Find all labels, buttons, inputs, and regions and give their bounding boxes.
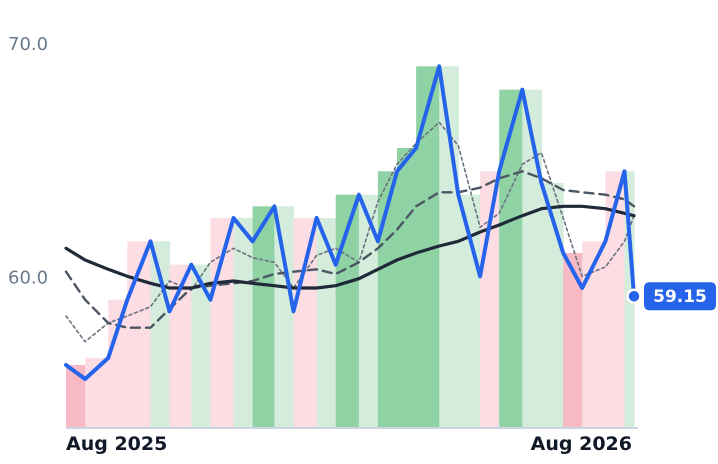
range-band (397, 148, 417, 428)
range-band (316, 218, 337, 428)
price-point (168, 309, 171, 313)
price-point (292, 309, 295, 313)
price-point (106, 356, 110, 360)
price-point (414, 146, 418, 150)
range-band (233, 218, 254, 428)
price-point (623, 169, 626, 173)
range-band (522, 89, 542, 428)
price-point (539, 181, 543, 185)
price-point (334, 263, 338, 267)
price-point (478, 274, 482, 278)
range-band (293, 218, 318, 428)
price-point (83, 377, 87, 381)
price-point (315, 216, 319, 220)
price-point (208, 298, 212, 302)
price-point (272, 204, 276, 208)
price-point (561, 251, 565, 255)
last-value-dot (626, 288, 642, 304)
mid-moving-average-line (64, 170, 636, 329)
y-axis-ticks: 70.0 60.0 (8, 34, 48, 288)
range-band (191, 264, 211, 428)
price-point (580, 286, 584, 290)
range-band (563, 253, 583, 428)
last-value-label: 59.15 (653, 287, 707, 307)
price-point (497, 169, 501, 173)
range-band (66, 365, 86, 428)
price-point (357, 193, 361, 197)
range-band (541, 183, 564, 428)
price-point (149, 239, 152, 243)
range-band (358, 194, 379, 428)
x-tick-label: Aug 2025 (66, 433, 167, 455)
range-bands (66, 66, 635, 429)
price-point (251, 239, 255, 243)
price-line-group (64, 64, 636, 381)
range-band (416, 66, 440, 429)
price-point (125, 298, 129, 302)
price-point (189, 263, 193, 267)
price-point (64, 363, 68, 367)
range-band (210, 218, 235, 428)
y-tick-label: 70.0 (8, 34, 48, 55)
price-point (376, 239, 380, 243)
price-point (520, 88, 524, 92)
range-band (252, 206, 275, 428)
price-point (603, 239, 607, 243)
price-point (232, 216, 235, 220)
range-band (274, 206, 295, 428)
range-band (480, 171, 500, 429)
x-tick-label: Aug 2026 (531, 433, 632, 455)
range-band (499, 89, 523, 428)
last-value-badge (644, 282, 716, 311)
price-point (437, 64, 441, 68)
price-point (395, 169, 399, 173)
range-band (108, 299, 128, 428)
y-tick-label: 60.0 (8, 267, 48, 288)
range-band (605, 171, 626, 429)
range-band (582, 241, 606, 428)
last-value-marker: 59.15 (626, 282, 716, 311)
price-point (456, 193, 460, 197)
x-axis-ticks: Aug 2025 Aug 2026 (66, 433, 632, 455)
range-band (150, 241, 171, 428)
range-band (169, 264, 192, 428)
